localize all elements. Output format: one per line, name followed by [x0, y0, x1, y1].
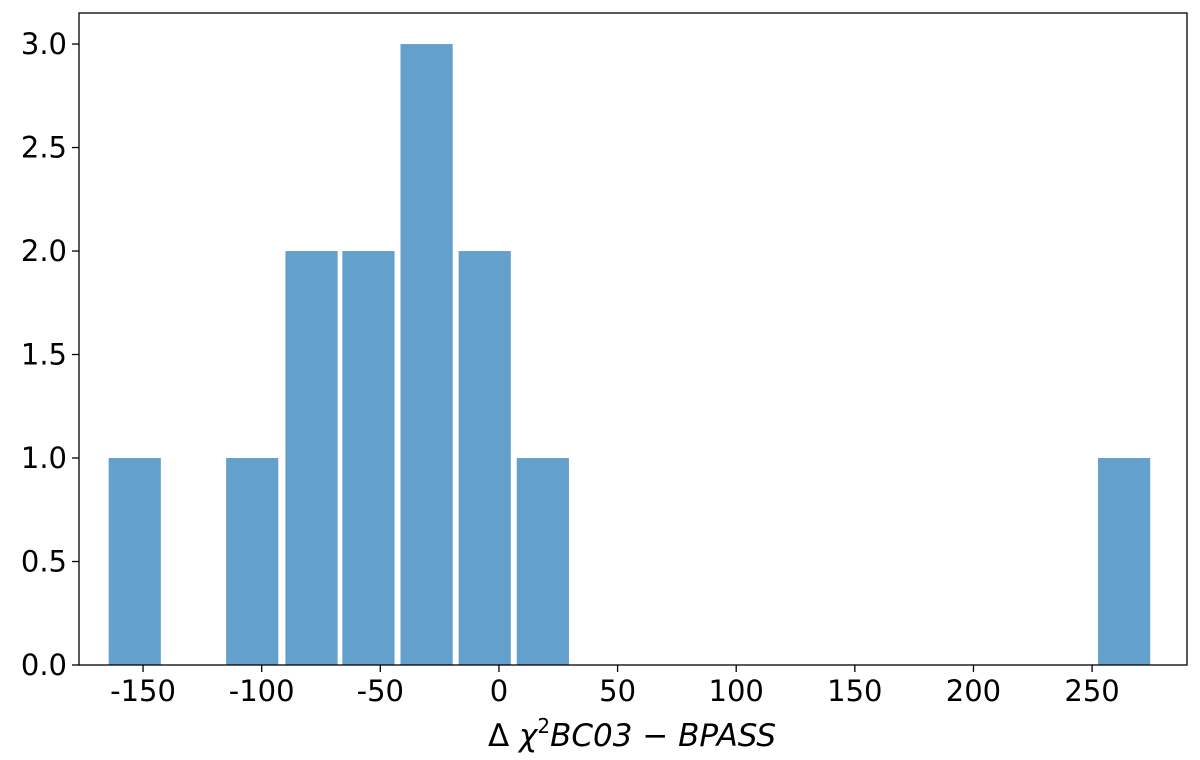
x-axis-label-prefix: Δ: [488, 718, 519, 754]
x-tick-label: 0: [490, 674, 508, 708]
bar-0: [108, 458, 161, 665]
y-tick-label: 0.0: [21, 648, 67, 682]
bar-7: [1098, 458, 1151, 665]
y-tick-label: 1.5: [21, 338, 67, 372]
x-axis-label-superscript: 2: [537, 714, 550, 738]
bar-6: [516, 458, 569, 665]
x-tick-label: 200: [946, 674, 1001, 708]
x-tick-label: -150: [110, 674, 176, 708]
bar-1: [226, 458, 279, 665]
bar-4: [400, 44, 453, 666]
x-tick-label: 50: [599, 674, 636, 708]
plot-frame: [78, 12, 1188, 666]
bars: [108, 44, 1151, 666]
x-tick-label: 150: [827, 674, 882, 708]
x-tick-label: 250: [1064, 674, 1119, 708]
y-tick-label: 0.5: [21, 545, 67, 579]
x-tick-label: -50: [357, 674, 404, 708]
y-axis-ticks: 0.0 0.5 1.0 1.5 2.0 2.5 3.0: [21, 27, 79, 682]
x-axis-ticks: -150 -100 -50 0 50 100 150 200 250: [110, 665, 1120, 708]
bar-5: [458, 251, 511, 666]
y-tick-label: 3.0: [21, 27, 67, 61]
bar-3: [342, 251, 395, 666]
x-axis-label: Δ χ2BC03 − BPASS: [488, 714, 776, 754]
x-tick-label: 100: [709, 674, 764, 708]
x-axis-label-chi: χ: [517, 718, 539, 754]
y-tick-label: 2.5: [21, 131, 67, 165]
y-tick-label: 2.0: [21, 234, 67, 268]
y-tick-label: 1.0: [21, 441, 67, 475]
bar-2: [285, 251, 338, 666]
x-axis-label-suffix: BC03 − BPASS: [550, 718, 776, 754]
x-tick-label: -100: [229, 674, 295, 708]
